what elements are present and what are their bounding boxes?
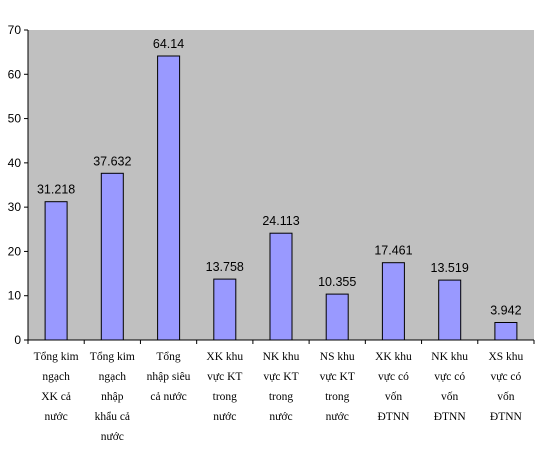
category-label-line: trong <box>269 391 294 403</box>
y-tick-label: 70 <box>8 23 22 37</box>
bar-9 <box>494 322 518 341</box>
category-label-line: vốn <box>497 390 515 403</box>
category-label-line: Tổng kim <box>90 350 135 363</box>
category-label-line: NK khu <box>431 351 468 363</box>
category-label-line: vực KT <box>263 371 298 383</box>
category-label-line: ĐTNN <box>434 411 467 423</box>
bar-5 <box>269 232 293 341</box>
category-label-6: NS khu vực KT trong nước <box>320 351 355 423</box>
data-label-6: 10.355 <box>318 275 356 289</box>
axes-group <box>24 29 535 344</box>
category-label-line: XK cả <box>41 391 71 403</box>
category-label-line: Tổng kim <box>34 350 79 363</box>
category-label-line: trong <box>213 391 238 403</box>
category-label-line: nước <box>269 411 292 423</box>
category-label-line: vực KT <box>207 371 242 383</box>
bar-2 <box>100 172 124 341</box>
category-label-line: ngạch <box>99 371 127 383</box>
category-label-line: nước <box>45 411 68 423</box>
category-label-line: XK khu <box>206 351 243 363</box>
y-tick-label: 50 <box>8 112 22 126</box>
bars-group <box>44 55 518 341</box>
category-label-3: Tổng nhập siêu cả nước <box>147 350 191 403</box>
y-tick-label: 60 <box>8 67 22 81</box>
category-label-9: XS khu vực có vốn ĐTNN <box>488 351 523 423</box>
data-label-3: 64.14 <box>153 37 184 51</box>
category-label-line: XK khu <box>375 351 412 363</box>
bar-4 <box>213 278 237 341</box>
category-label-8: NK khu vực có vốn ĐTNN <box>431 351 468 423</box>
category-label-line: NS khu <box>320 351 355 363</box>
category-label-line: vực có <box>378 371 409 383</box>
data-labels: 31.218 37.632 64.14 13.758 24.113 10.355 17.46… <box>37 37 522 318</box>
category-label-2: Tổng kim ngạch nhập khẩu cả nước <box>90 350 135 443</box>
data-label-1: 31.218 <box>37 183 75 197</box>
category-label-line: vực có <box>434 371 465 383</box>
category-label-line: cả nước <box>150 391 186 403</box>
y-tick-label: 40 <box>8 156 22 170</box>
category-label-line: nhập <box>101 391 124 403</box>
category-label-4: XK khu vực KT trong nước <box>206 351 243 423</box>
category-label-line: vực có <box>490 371 521 383</box>
bar-3 <box>157 55 181 341</box>
category-label-line: XS khu <box>488 351 523 363</box>
category-label-1: Tổng kim ngạch XK cả nước <box>34 350 79 423</box>
category-label-line: vốn <box>385 390 403 403</box>
category-label-line: ĐTNN <box>377 411 410 423</box>
data-label-7: 17.461 <box>374 244 412 258</box>
data-label-2: 37.632 <box>93 154 131 168</box>
y-tick-label: 10 <box>8 289 22 303</box>
category-label-line: vực KT <box>320 371 355 383</box>
y-tick-label: 0 <box>14 333 21 347</box>
bar-7 <box>381 262 405 341</box>
y-tick-label: 20 <box>8 244 22 258</box>
x-category-labels: Tổng kim ngạch XK cả nước Tổng kim ngạch nhập k… <box>34 350 524 443</box>
data-label-9: 3.942 <box>490 304 521 318</box>
data-label-5: 24.113 <box>262 214 299 228</box>
y-tick-labels: 0 10 20 30 40 50 60 70 <box>8 23 22 347</box>
bar-8 <box>438 279 462 341</box>
category-label-line: Tổng <box>156 350 181 363</box>
category-label-line: nước <box>101 431 124 443</box>
data-label-4: 13.758 <box>206 260 244 274</box>
category-label-line: khẩu cả <box>95 410 130 423</box>
category-label-line: nước <box>326 411 349 423</box>
category-label-line: nhập siêu <box>147 371 191 383</box>
category-label-7: XK khu vực có vốn ĐTNN <box>375 351 412 423</box>
bar-1 <box>44 201 68 341</box>
category-label-line: trong <box>325 391 350 403</box>
category-label-line: ngạch <box>42 371 70 383</box>
category-label-line: NK khu <box>263 351 300 363</box>
category-label-line: vốn <box>441 390 459 403</box>
category-label-line: nước <box>213 411 236 423</box>
category-label-line: ĐTNN <box>490 411 523 423</box>
y-tick-label: 30 <box>8 200 22 214</box>
data-label-8: 13.519 <box>431 261 469 275</box>
bar-6 <box>325 293 349 341</box>
category-label-5: NK khu vực KT trong nước <box>263 351 300 423</box>
